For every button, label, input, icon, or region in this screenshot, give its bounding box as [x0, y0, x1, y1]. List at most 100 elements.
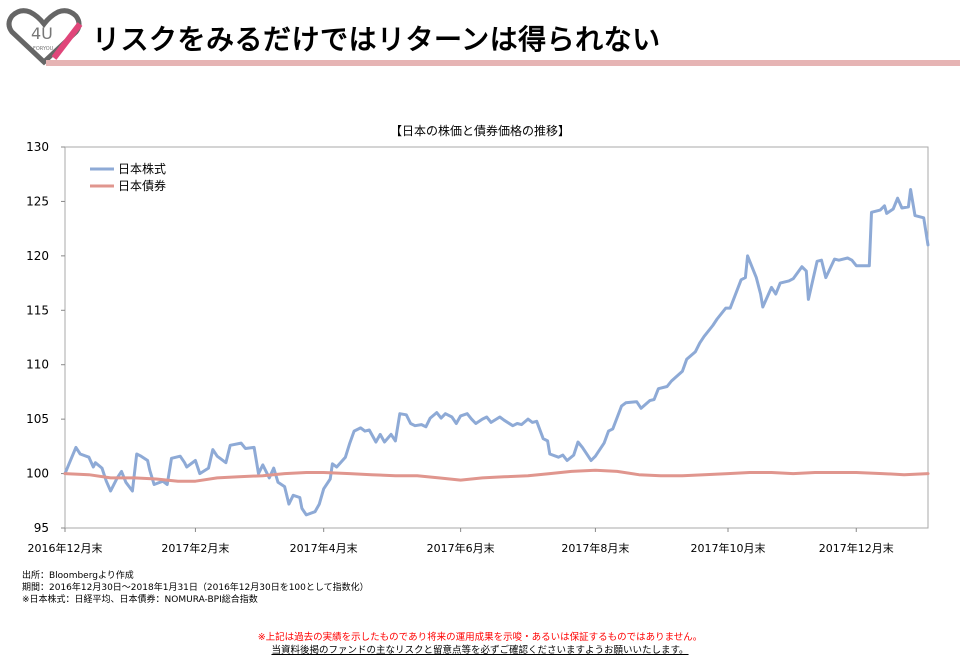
x-tick-label: 2017年6月末 [427, 541, 495, 555]
data-point [903, 473, 905, 476]
data-point [699, 342, 701, 344]
data-point [283, 485, 286, 488]
x-tick-label: 2017年4月末 [290, 541, 358, 555]
data-point [657, 387, 660, 390]
data-point [375, 441, 377, 443]
data-point [503, 419, 505, 422]
heart-logo-icon: 4U FORYOU [6, 8, 83, 66]
data-point [425, 426, 427, 428]
data-point [649, 399, 651, 402]
data-point [179, 455, 181, 458]
data-point [322, 471, 325, 474]
legend-label: 日本株式 [118, 161, 166, 176]
data-point [253, 446, 255, 449]
data-point [166, 483, 168, 486]
data-point [653, 398, 655, 401]
data-point [79, 453, 81, 455]
data-point [557, 456, 560, 459]
data-point [755, 276, 758, 279]
data-point [88, 456, 90, 459]
data-point [466, 412, 469, 415]
data-point [527, 418, 529, 420]
y-tick-label: 100 [26, 467, 49, 481]
data-point [272, 467, 275, 469]
data-point [885, 212, 888, 215]
data-point [838, 259, 840, 262]
data-point [194, 459, 197, 462]
series-line-bonds [63, 468, 930, 483]
data-point [549, 453, 551, 455]
data-point [470, 418, 473, 420]
x-tick-label: 2017年8月末 [561, 541, 629, 555]
data-point [896, 197, 899, 199]
data-point [155, 478, 158, 480]
data-point [855, 471, 858, 474]
data-point [520, 423, 523, 426]
data-point [277, 481, 279, 484]
data-point [914, 214, 916, 217]
data-point [570, 470, 573, 473]
data-point [146, 459, 149, 462]
data-point [681, 370, 684, 373]
data-point [577, 441, 579, 443]
data-point [635, 400, 638, 403]
data-point [459, 415, 462, 417]
data-point [194, 480, 197, 483]
data-point [855, 264, 858, 267]
data-point [846, 257, 849, 259]
data-point [349, 442, 351, 444]
data-point [527, 474, 529, 477]
data-point [216, 455, 218, 458]
data-point [322, 488, 325, 490]
data-point [666, 385, 668, 388]
data-point [109, 477, 112, 479]
data-point [199, 472, 201, 475]
data-point [414, 424, 416, 427]
data-point [353, 430, 355, 432]
data-point [820, 259, 823, 262]
note-source: 出所：Bloombergより作成 [22, 571, 134, 581]
disclaimer-warning: ※上記は過去の実績を示したものであり将来の運用成果を示唆・あるいは保証するもので… [257, 632, 703, 643]
data-point [901, 207, 903, 209]
data-point [603, 442, 605, 444]
data-point [775, 293, 777, 295]
data-point [833, 258, 836, 260]
data-point [727, 472, 729, 475]
data-point [616, 470, 618, 473]
data-point [881, 472, 884, 475]
data-point [225, 461, 227, 464]
data-point [759, 293, 762, 295]
data-point [88, 473, 90, 476]
data-point [879, 209, 881, 211]
data-point [318, 503, 321, 505]
data-point [153, 483, 155, 486]
data-point [390, 433, 392, 436]
data-point [125, 481, 127, 484]
note-period: 期間：2016年12月30日～2018年1月31日（2016年12月30日を10… [22, 583, 369, 593]
data-point [444, 412, 447, 415]
data-point [607, 430, 610, 432]
data-point [299, 496, 301, 499]
disclaimer: ※上記は過去の実績を示したものであり将来の運用成果を示唆・あるいは保証するもので… [0, 631, 960, 657]
y-tick-label: 95 [34, 521, 49, 535]
data-point [135, 453, 138, 455]
data-point [394, 474, 397, 477]
brand-logo: 4U FORYOU [4, 6, 84, 66]
data-point [740, 279, 742, 281]
data-point [140, 455, 142, 458]
data-point [133, 477, 136, 479]
data-point [546, 440, 549, 442]
data-point [909, 188, 912, 191]
data-point [438, 477, 440, 479]
data-point [429, 417, 432, 419]
data-point [262, 474, 264, 477]
data-point [305, 471, 308, 474]
plot-area-frame [64, 146, 929, 529]
data-point [685, 358, 688, 361]
data-point [762, 306, 764, 308]
note-indices: ※日本株式：日経平均、日本債券：NOMURA-BPI総合指数 [22, 595, 258, 605]
data-point [748, 471, 751, 474]
data-point [807, 298, 810, 301]
data-point [659, 474, 662, 477]
